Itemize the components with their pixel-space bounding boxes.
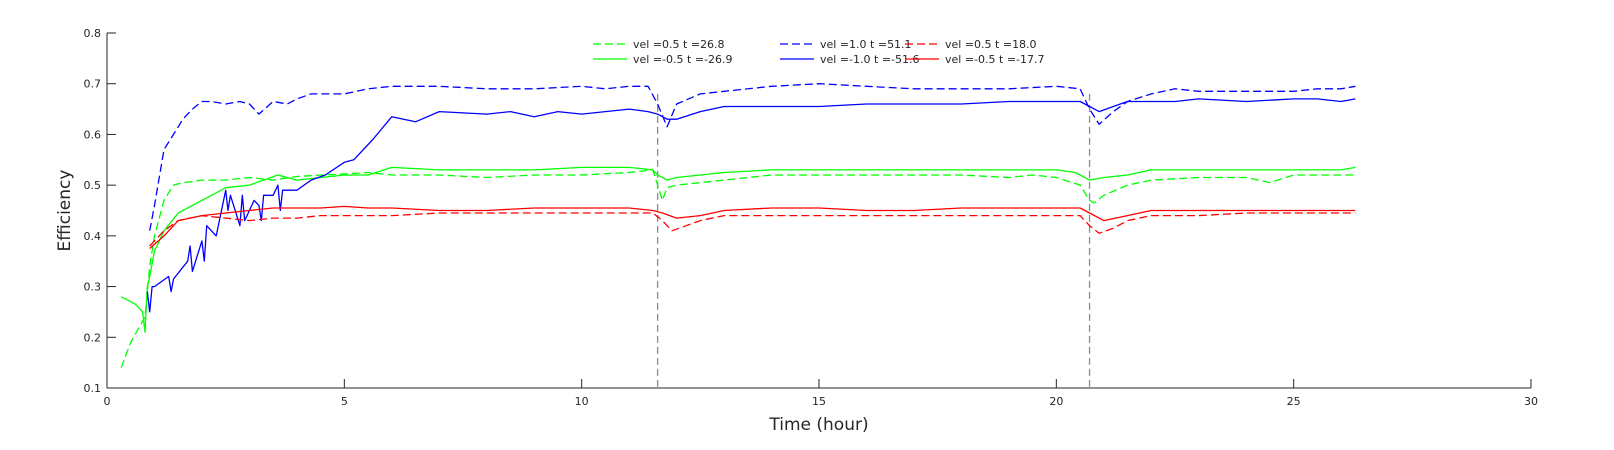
y-tick-label: 0.8 — [84, 27, 102, 40]
legend-label: vel =1.0 t =51.1 — [820, 38, 912, 51]
x-axis-title: Time (hour) — [768, 415, 868, 435]
x-tick-label: 25 — [1287, 395, 1301, 408]
y-tick-label: 0.7 — [84, 78, 102, 91]
legend-label: vel =-0.5 t =-17.7 — [945, 53, 1045, 66]
series-line — [120, 166, 1356, 333]
x-tick-label: 0 — [104, 395, 111, 408]
axis-ticks: 0 5 10 15 20 25 30 0.1 0.2 0.3 0.4 0.5 0.6 0.7 0.8 — [84, 27, 1539, 408]
x-tick-label: 10 — [575, 395, 589, 408]
y-tick-label: 0.4 — [84, 230, 102, 243]
legend-label: vel =0.5 t =26.8 — [633, 38, 725, 51]
legend-label: vel =0.5 t =18.0 — [945, 38, 1037, 51]
series-line — [149, 83, 1356, 231]
legend-label: vel =-0.5 t =-26.9 — [633, 53, 733, 66]
x-tick-label: 30 — [1524, 395, 1538, 408]
series-line — [146, 98, 1356, 313]
series-line — [120, 169, 1356, 368]
y-tick-label: 0.2 — [84, 331, 102, 344]
x-tick-label: 5 — [341, 395, 348, 408]
legend: vel =0.5 t =26.8 vel =1.0 t =51.1 vel =0.5… — [593, 38, 1045, 66]
y-tick-label: 0.5 — [84, 179, 102, 192]
series-line — [149, 205, 1356, 249]
y-tick-label: 0.6 — [84, 128, 102, 141]
x-tick-label: 20 — [1049, 395, 1063, 408]
y-tick-label: 0.3 — [84, 281, 102, 294]
event-lines — [656, 93, 1091, 388]
x-tick-label: 15 — [812, 395, 826, 408]
y-tick-label: 0.1 — [84, 382, 102, 395]
series-lines — [120, 83, 1356, 368]
y-axis-title: Efficiency — [55, 170, 75, 252]
series-line — [149, 212, 1356, 247]
legend-label: vel =-1.0 t =-51.6 — [820, 53, 920, 66]
